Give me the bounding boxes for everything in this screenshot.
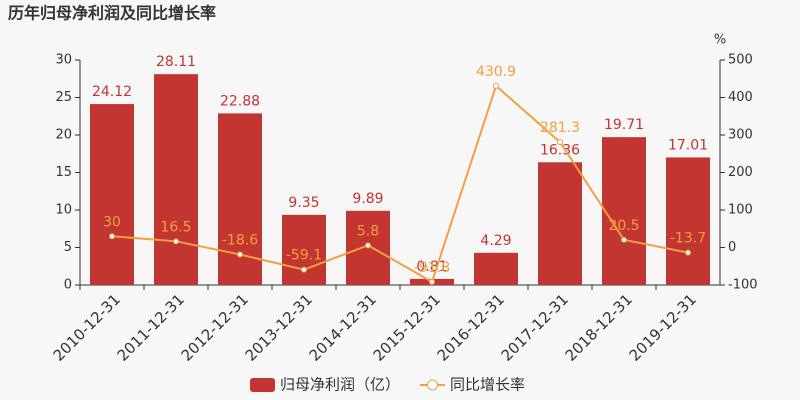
bar bbox=[282, 214, 326, 285]
x-tick-label: 2010-12-31 bbox=[50, 290, 124, 364]
line-value-label: 5.8 bbox=[357, 223, 379, 239]
y2-tick-label: 500 bbox=[728, 53, 753, 68]
line-value-label: 16.5 bbox=[160, 219, 191, 235]
y2-tick-label: 400 bbox=[728, 90, 753, 105]
y-tick-label: 20 bbox=[55, 128, 72, 143]
y-tick-label: 0 bbox=[64, 278, 72, 293]
x-tick-label: 2017-12-31 bbox=[498, 290, 572, 364]
chart-title: 历年归母净利润及同比增长率 bbox=[8, 4, 216, 23]
line-point bbox=[429, 278, 435, 285]
bar bbox=[538, 162, 582, 285]
x-tick-label: 2011-12-31 bbox=[114, 290, 188, 364]
line-point bbox=[301, 266, 307, 273]
line-point bbox=[685, 249, 691, 256]
y2-tick-label: 0 bbox=[728, 240, 736, 255]
bar-value-label: 9.89 bbox=[352, 191, 383, 207]
bar bbox=[474, 252, 518, 285]
line-point bbox=[557, 139, 563, 146]
x-tick-label: 2016-12-31 bbox=[434, 290, 508, 364]
bar-value-label: 9.35 bbox=[288, 195, 319, 211]
x-tick-label: 2012-12-31 bbox=[178, 290, 252, 364]
line-value-label: 430.9 bbox=[476, 64, 516, 80]
line-value-label: -59.1 bbox=[286, 248, 322, 264]
legend-label: 同比增长率 bbox=[450, 376, 525, 394]
bar bbox=[154, 74, 198, 285]
x-tick-label: 2019-12-31 bbox=[626, 290, 700, 364]
y-tick-label: 5 bbox=[64, 240, 72, 255]
bar-value-label: 22.88 bbox=[220, 93, 260, 109]
x-tick-label: 2018-12-31 bbox=[562, 290, 636, 364]
legend-swatch bbox=[250, 378, 275, 392]
bar-value-label: 24.12 bbox=[92, 84, 132, 100]
bar-value-label: 0.81 bbox=[416, 259, 447, 275]
bar bbox=[666, 157, 710, 285]
x-tick-label: 2015-12-31 bbox=[370, 290, 444, 364]
y2-axis-label: % bbox=[714, 33, 726, 48]
line bbox=[111, 84, 689, 284]
line-point bbox=[493, 82, 499, 89]
y2-tick-label: 300 bbox=[728, 128, 753, 143]
line-value-label: -18.6 bbox=[222, 232, 258, 248]
bar bbox=[218, 113, 262, 286]
bar bbox=[602, 137, 646, 285]
line-point bbox=[109, 233, 115, 240]
legend-label: 归母净利润（亿） bbox=[280, 376, 400, 394]
bar-value-label: 28.11 bbox=[156, 54, 196, 70]
line-value-label: 281.3 bbox=[540, 120, 580, 136]
line-value-label: -13.7 bbox=[670, 231, 706, 247]
y-tick-label: 25 bbox=[55, 90, 72, 105]
line-point bbox=[173, 238, 179, 245]
x-tick-label: 2014-12-31 bbox=[306, 290, 380, 364]
x-tick-label: 2013-12-31 bbox=[242, 290, 316, 364]
line-point bbox=[365, 242, 371, 249]
y-tick-label: 15 bbox=[55, 165, 72, 180]
bar-value-label: 16.36 bbox=[540, 142, 580, 158]
bar-value-label: 19.71 bbox=[604, 117, 644, 133]
line-value-label: 20.5 bbox=[608, 218, 639, 234]
bar-value-label: 17.01 bbox=[668, 137, 708, 153]
line-point bbox=[237, 251, 243, 258]
y2-tick-label: -100 bbox=[728, 278, 758, 293]
legend-swatch bbox=[427, 379, 439, 391]
line-value-label: -91.8 bbox=[414, 260, 450, 276]
line-point bbox=[621, 236, 627, 243]
y-tick-label: 10 bbox=[55, 203, 72, 218]
bar bbox=[90, 104, 134, 285]
bar-value-label: 4.29 bbox=[480, 233, 511, 249]
y-tick-label: 30 bbox=[55, 53, 72, 68]
y2-tick-label: 200 bbox=[728, 165, 753, 180]
line-value-label: 30 bbox=[103, 214, 121, 230]
y2-tick-label: 100 bbox=[728, 203, 753, 218]
